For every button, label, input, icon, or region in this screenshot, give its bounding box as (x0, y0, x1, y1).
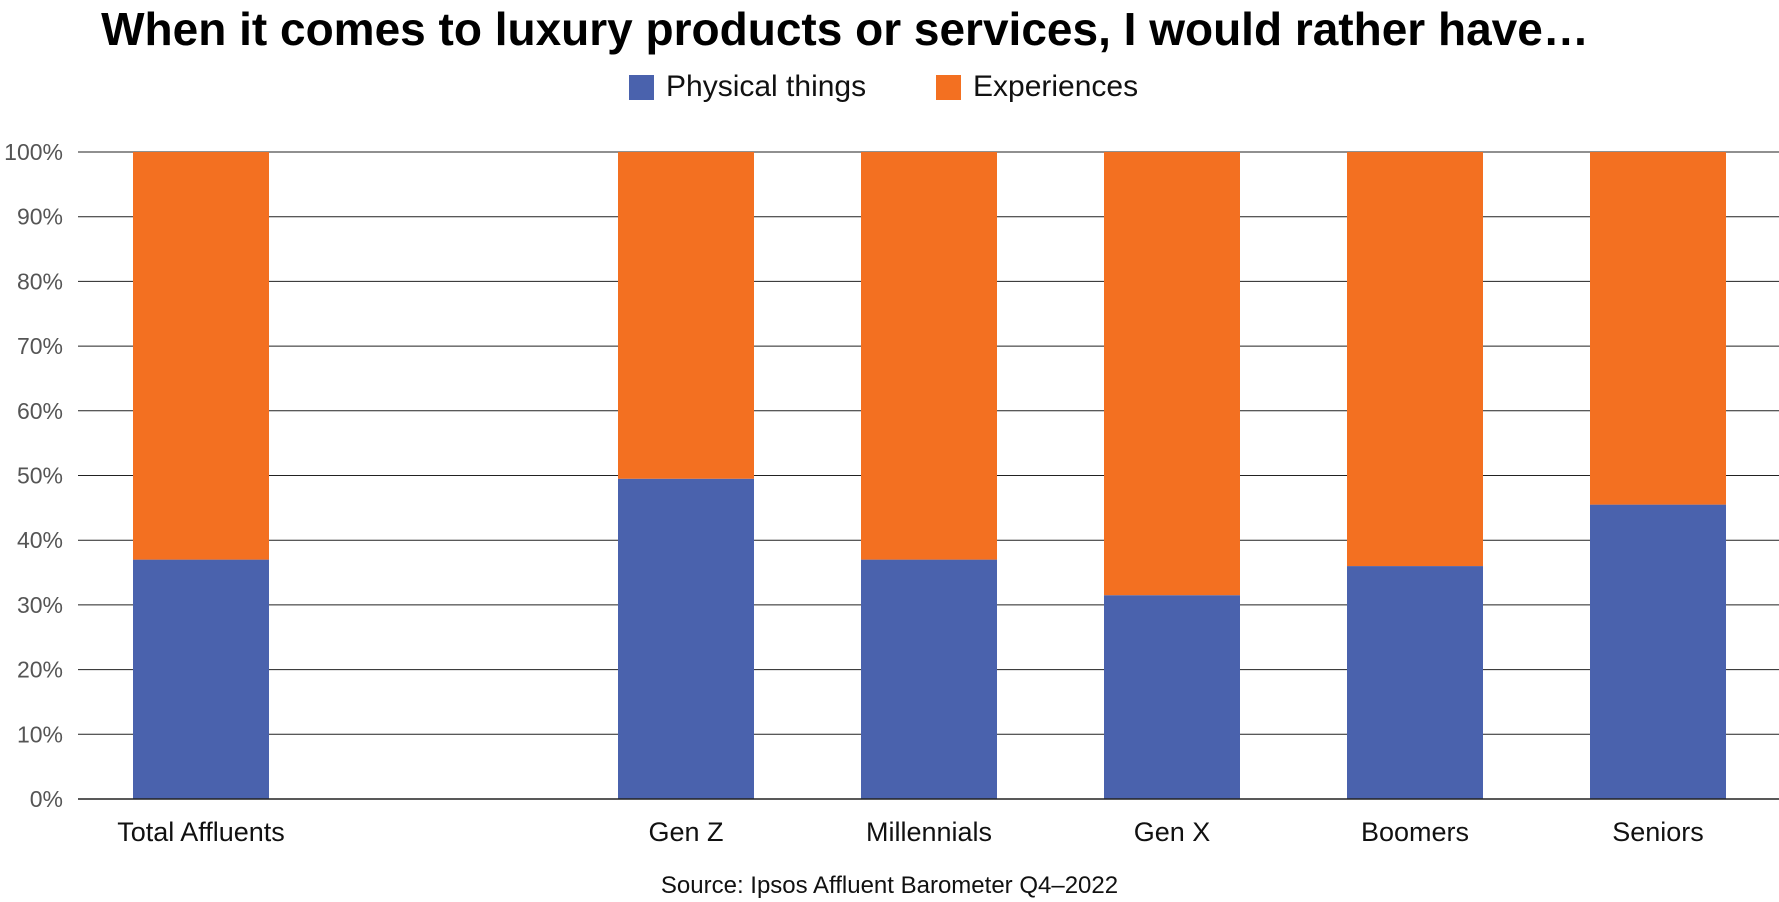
y-tick-label: 10% (17, 721, 63, 747)
bar-segment-physical-things (1590, 504, 1726, 799)
bar-segment-experiences (618, 152, 754, 479)
y-tick-label: 60% (17, 398, 63, 424)
y-tick-label: 30% (17, 592, 63, 618)
legend-item-physical-things: Physical things (629, 70, 866, 104)
bar-segment-experiences (133, 152, 269, 560)
y-tick-label: 80% (17, 268, 63, 294)
bar-segment-experiences (1104, 152, 1240, 596)
x-tick-label: Millennials (866, 817, 992, 847)
bar-segment-experiences (1590, 152, 1726, 505)
x-tick-label: Seniors (1612, 817, 1704, 847)
y-tick-label: 100% (4, 139, 63, 165)
bar-segment-experiences (861, 152, 997, 560)
legend: Physical things Experiences (0, 70, 1779, 110)
legend-item-experiences: Experiences (936, 70, 1138, 104)
y-tick-label: 20% (17, 657, 63, 683)
x-tick-label: Gen Z (648, 817, 723, 847)
legend-swatch-experiences (936, 74, 961, 100)
x-tick-label: Boomers (1361, 817, 1469, 847)
bar-segment-physical-things (1104, 595, 1240, 799)
chart-source: Source: Ipsos Affluent Barometer Q4–2022 (660, 872, 1119, 899)
axes: 0% 10% 20% 30% 40% 50% 60% 70% 80% 90% 100% Total A… (4, 139, 1779, 847)
legend-label-physical-things: Physical things (666, 70, 867, 103)
bar-segment-physical-things (618, 478, 754, 799)
legend-label-experiences: Experiences (973, 70, 1139, 103)
bar-segment-physical-things (861, 559, 997, 799)
chart-plot: 0% 10% 20% 30% 40% 50% 60% 70% 80% 90% 100% Total A… (4, 139, 1779, 847)
y-tick-label: 0% (30, 786, 63, 812)
chart-title: When it comes to luxury products or serv… (101, 3, 1589, 55)
bars (133, 152, 1726, 799)
bar-segment-experiences (1347, 152, 1483, 567)
y-tick-label: 50% (17, 463, 63, 489)
bar-segment-physical-things (1347, 566, 1483, 799)
legend-swatch-physical-things (629, 74, 654, 100)
y-tick-label: 70% (17, 333, 63, 359)
y-tick-label: 90% (17, 204, 63, 230)
bar-segment-physical-things (133, 559, 269, 799)
x-tick-label: Total Affluents (117, 817, 285, 847)
x-tick-label: Gen X (1134, 817, 1211, 847)
y-tick-label: 40% (17, 527, 63, 553)
